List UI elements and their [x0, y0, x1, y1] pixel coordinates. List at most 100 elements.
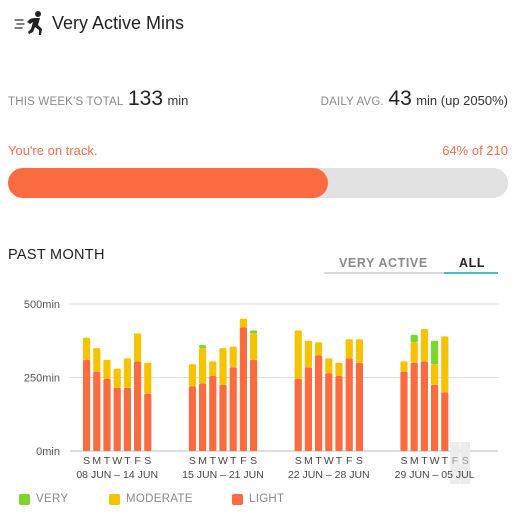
bar-light — [113, 387, 121, 451]
bar-light — [93, 371, 101, 451]
day-label: T — [230, 455, 237, 467]
bar-moderate — [229, 346, 237, 368]
day-label: T — [104, 455, 111, 467]
day-label: M — [198, 455, 207, 467]
running-person-icon — [14, 11, 42, 35]
bar-moderate — [400, 361, 408, 372]
tab-very-active-underline — [324, 272, 444, 274]
bar-light — [315, 355, 323, 451]
bar-light — [188, 386, 196, 451]
week-label: 29 JUN – 05 JUL — [395, 469, 475, 481]
bar-light — [410, 362, 418, 451]
bar-moderate — [345, 339, 353, 359]
future-day-shade — [460, 442, 470, 484]
bar-light — [239, 327, 247, 451]
bar-light — [209, 376, 217, 451]
bar-light — [441, 392, 449, 451]
bar-light — [219, 384, 227, 451]
legend-label-very: VERY — [36, 493, 69, 505]
day-label: S — [189, 455, 196, 467]
bar-moderate — [144, 362, 152, 394]
y-tick-label: 500min — [24, 299, 60, 311]
track-status: You're on track. — [8, 143, 98, 158]
bar-moderate — [335, 362, 343, 377]
day-label: F — [452, 455, 458, 467]
day-label: S — [462, 455, 469, 467]
day-label: T — [336, 455, 343, 467]
goal-progress-bar — [8, 168, 508, 198]
daily-average-value: 43 — [388, 87, 412, 110]
bar-light — [304, 367, 312, 451]
bar-light — [83, 359, 91, 451]
bar-light — [400, 371, 408, 451]
day-label: T — [210, 455, 217, 467]
day-label: T — [421, 455, 428, 467]
week-label: 15 JUN – 21 JUN — [182, 469, 264, 481]
bar-moderate — [431, 364, 439, 385]
day-label: T — [315, 455, 322, 467]
day-label: M — [410, 455, 419, 467]
day-label: M — [304, 455, 313, 467]
bar-moderate — [410, 342, 418, 363]
weekly-total-value: 133 — [127, 87, 164, 110]
bar-light — [229, 367, 237, 451]
day-label: S — [295, 455, 302, 467]
day-label: S — [400, 455, 407, 467]
day-label: S — [83, 455, 90, 467]
page-title: Very Active Mins — [52, 13, 185, 33]
day-label: S — [356, 455, 363, 467]
bar-moderate — [113, 368, 121, 388]
day-label: T — [124, 455, 131, 467]
daily-average-label: DAILY AVG. — [320, 96, 384, 108]
tab-all[interactable]: ALL — [459, 256, 486, 270]
bar-moderate — [420, 328, 428, 362]
bar-moderate — [134, 333, 142, 362]
y-tick-label: 0min — [36, 446, 60, 458]
day-label: F — [346, 455, 352, 467]
bar-very — [250, 330, 258, 334]
tab-all-underline — [444, 272, 498, 274]
bar-light — [199, 383, 207, 451]
bar-light — [144, 393, 152, 451]
legend-swatch-very — [19, 494, 30, 505]
bar-moderate — [93, 348, 101, 372]
week-label: 08 JUN – 14 JUN — [76, 469, 158, 481]
day-label: T — [442, 455, 449, 467]
legend-swatch-light — [232, 494, 243, 505]
day-label: W — [430, 455, 440, 467]
bar-moderate — [219, 348, 227, 385]
bar-moderate — [83, 337, 91, 360]
day-label: S — [250, 455, 257, 467]
y-tick-label: 250min — [24, 373, 60, 385]
daily-average: DAILY AVG. 43 min (up 2050%) — [321, 87, 508, 111]
weekly-total: THIS WEEK'S TOTAL 133 min — [8, 87, 188, 111]
weekly-total-unit: min — [167, 93, 189, 108]
day-label: S — [144, 455, 151, 467]
daily-average-unit: min (up 2050%) — [416, 93, 508, 108]
bar-moderate — [325, 358, 333, 374]
bar-moderate — [199, 348, 207, 384]
day-label: F — [134, 455, 140, 467]
bar-moderate — [355, 339, 363, 363]
weekly-total-label: THIS WEEK'S TOTAL — [8, 96, 124, 108]
bar-moderate — [250, 333, 258, 360]
bar-moderate — [315, 342, 323, 356]
bar-moderate — [239, 318, 247, 328]
bar-very — [199, 345, 207, 349]
day-label: W — [218, 455, 228, 467]
bar-moderate — [188, 364, 196, 387]
future-day-shade — [450, 442, 460, 484]
goal-percent: 64% of 210 — [442, 143, 508, 158]
day-label: W — [324, 455, 334, 467]
bar-moderate — [103, 359, 111, 379]
bar-moderate — [294, 330, 302, 379]
day-label: M — [92, 455, 101, 467]
tab-very-active[interactable]: VERY ACTIVE — [339, 256, 428, 270]
bar-light — [134, 361, 142, 451]
legend-label-light: LIGHT — [249, 493, 285, 505]
bar-very — [431, 340, 439, 365]
legend-label-moderate: MODERATE — [126, 493, 193, 505]
bar-light — [355, 362, 363, 451]
bar-moderate — [441, 336, 449, 393]
